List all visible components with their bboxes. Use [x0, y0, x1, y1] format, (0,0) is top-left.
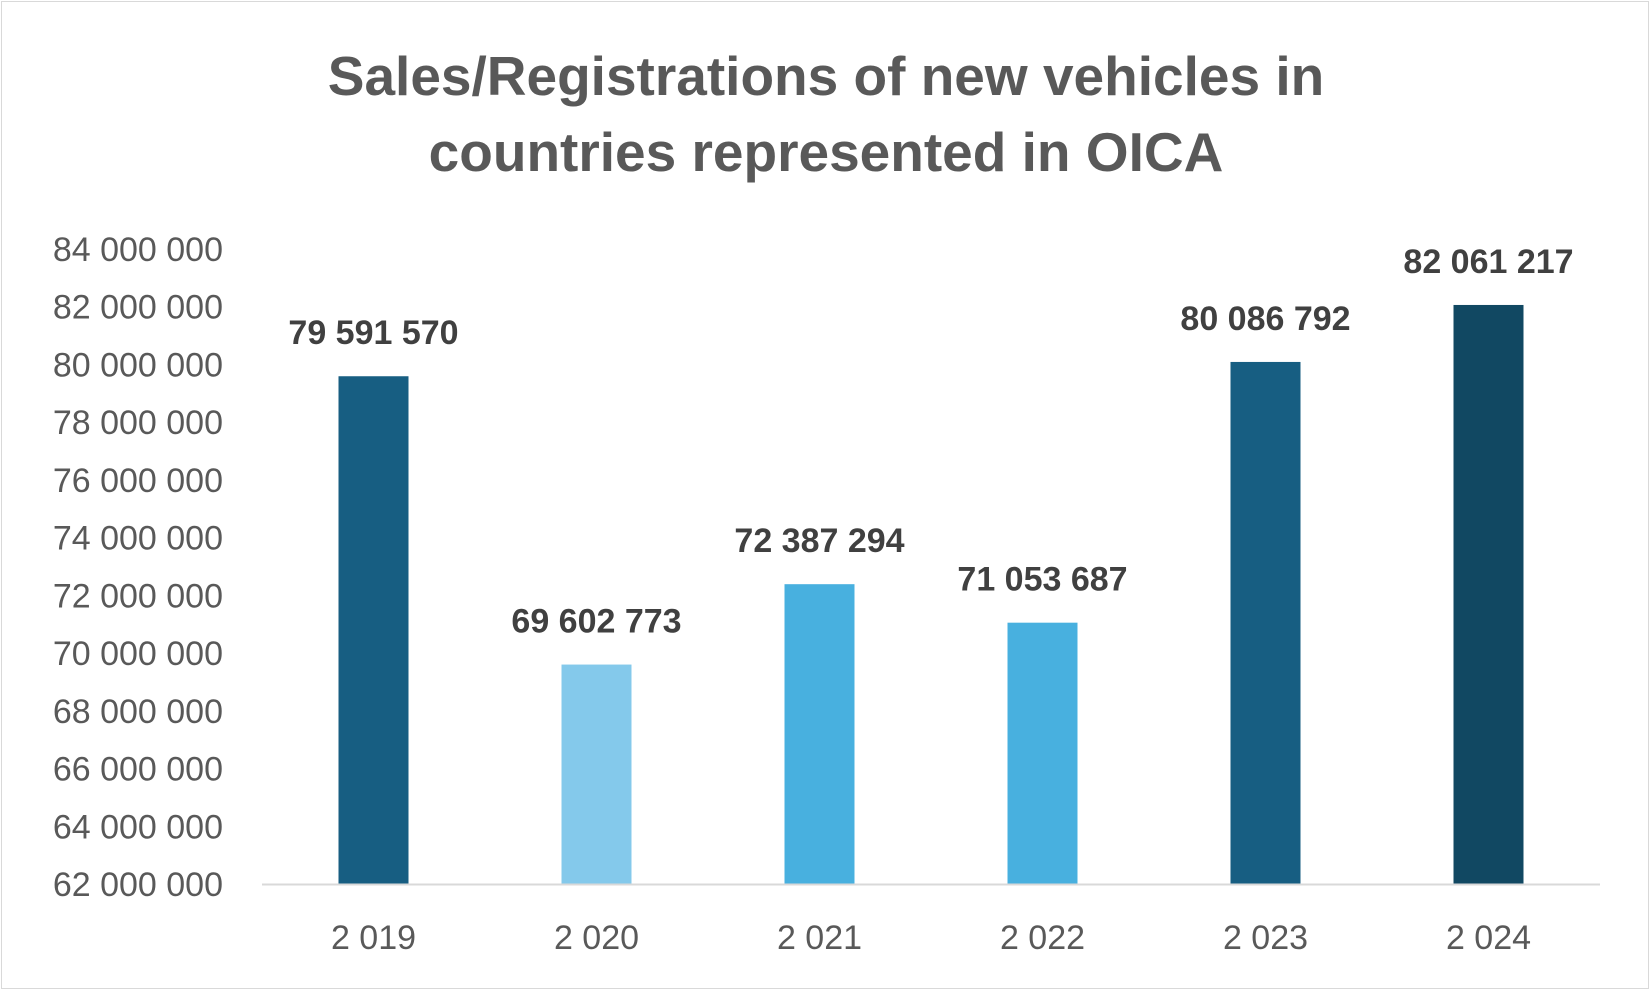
- bar: [338, 376, 409, 884]
- y-tick-label: 76 000 000: [53, 462, 223, 500]
- bar: [784, 584, 855, 884]
- data-label: 71 053 687: [957, 561, 1127, 599]
- y-tick-label: 74 000 000: [53, 520, 223, 558]
- y-tick-label: 82 000 000: [53, 289, 223, 327]
- x-tick-label: 2 019: [331, 919, 416, 957]
- bar: [1453, 304, 1524, 884]
- data-label: 79 591 570: [288, 314, 458, 352]
- x-tick-label: 2 023: [1223, 919, 1308, 957]
- chart-title: Sales/Registrations of new vehicles in c…: [0, 38, 1652, 190]
- x-tick-label: 2 021: [777, 919, 862, 957]
- y-tick-label: 72 000 000: [53, 577, 223, 615]
- x-tick-label: 2 022: [1000, 919, 1085, 957]
- bar: [1007, 622, 1078, 884]
- data-label: 80 086 792: [1180, 300, 1350, 338]
- chart-title-line-1: Sales/Registrations of new vehicles in: [327, 45, 1325, 107]
- x-tick-label: 2 024: [1446, 919, 1531, 957]
- x-tick-label: 2 020: [554, 919, 639, 957]
- y-tick-label: 66 000 000: [53, 751, 223, 789]
- y-tick-label: 84 000 000: [53, 231, 223, 269]
- y-tick-label: 80 000 000: [53, 346, 223, 384]
- y-tick-label: 68 000 000: [53, 693, 223, 731]
- data-label: 69 602 773: [511, 603, 681, 641]
- y-tick-label: 70 000 000: [53, 635, 223, 673]
- bar: [1230, 361, 1301, 884]
- y-tick-label: 64 000 000: [53, 808, 223, 846]
- chart-title-line-2: countries represented in OICA: [428, 121, 1224, 183]
- bar: [561, 664, 632, 884]
- y-tick-label: 62 000 000: [53, 866, 223, 904]
- y-tick-label: 78 000 000: [53, 404, 223, 442]
- data-label: 82 061 217: [1403, 243, 1573, 281]
- data-label: 72 387 294: [734, 522, 904, 560]
